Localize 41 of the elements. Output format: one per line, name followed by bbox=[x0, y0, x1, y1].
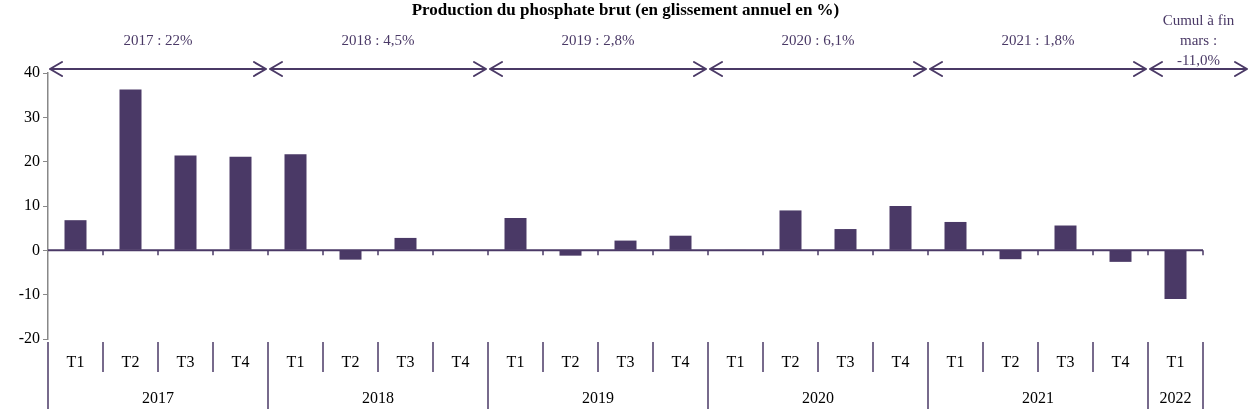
x-tick-label: T2 bbox=[781, 352, 800, 370]
chart-title: Production du phosphate brut (en glissement annuel en %) bbox=[411, 0, 840, 19]
text: 2018 bbox=[362, 389, 394, 406]
y-tick-label: -10 bbox=[18, 284, 40, 302]
x-tick-label: T4 bbox=[671, 352, 690, 370]
text: 2019 bbox=[582, 389, 614, 406]
text: 2018 : 4,5% bbox=[341, 32, 415, 48]
text: 2017 : 22% bbox=[123, 32, 193, 48]
y-tick-label: 20 bbox=[24, 151, 40, 169]
text: 2017 bbox=[142, 389, 174, 406]
y-tick-label: 30 bbox=[24, 107, 40, 125]
text: 2021 bbox=[1022, 389, 1054, 406]
text: 2019 : 2,8% bbox=[561, 32, 635, 48]
x-tick-label: T1 bbox=[66, 352, 85, 370]
y-tick-label: 40 bbox=[24, 63, 40, 81]
y-tick-label: 10 bbox=[24, 196, 40, 214]
x-tick-label: T3 bbox=[1056, 352, 1075, 370]
x-tick-label: T2 bbox=[341, 352, 360, 370]
x-tick-label: T1 bbox=[1166, 352, 1185, 370]
x-tick-label: T4 bbox=[1111, 352, 1130, 370]
x-tick-label: T3 bbox=[176, 352, 195, 370]
x-tick-label: T4 bbox=[891, 352, 910, 370]
text: 2022 bbox=[1159, 389, 1192, 406]
x-tick-label: T2 bbox=[121, 352, 140, 370]
text: 2021 : 1,8% bbox=[1001, 32, 1075, 48]
x-tick-label: T2 bbox=[561, 352, 580, 370]
x-tick-label: T4 bbox=[231, 352, 250, 370]
x-tick-label: T3 bbox=[396, 352, 415, 370]
x-tick-label: T3 bbox=[616, 352, 635, 370]
x-tick-label: T1 bbox=[946, 352, 965, 370]
x-tick-label: T1 bbox=[506, 352, 525, 370]
text: Cumul à fin mars : -11,0% bbox=[1162, 12, 1235, 68]
x-tick-label: T1 bbox=[286, 352, 305, 370]
y-tick-label: 0 bbox=[32, 240, 40, 258]
text: 2020 : 6,1% bbox=[781, 32, 855, 48]
x-tick-label: T1 bbox=[726, 352, 745, 370]
x-tick-label: T3 bbox=[836, 352, 855, 370]
x-tick-label: T2 bbox=[1001, 352, 1020, 370]
text: 2020 bbox=[802, 389, 834, 406]
y-tick-label: -20 bbox=[18, 329, 40, 347]
x-tick-label: T4 bbox=[451, 352, 470, 370]
